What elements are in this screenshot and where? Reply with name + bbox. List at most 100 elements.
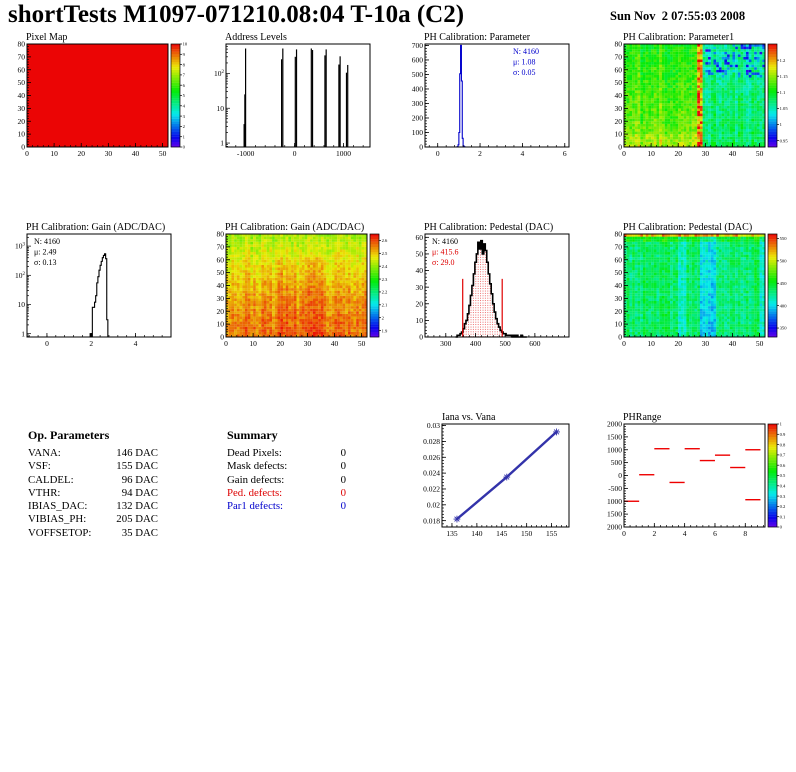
svg-text:2.4: 2.4: [382, 264, 388, 269]
plot-title: PH Calibration: Gain (ADC/DAC): [26, 222, 166, 233]
svg-text:500: 500: [412, 70, 424, 79]
timestamp: Sun Nov 2 07:55:03 2008: [610, 9, 746, 23]
svg-text:1000: 1000: [336, 149, 351, 158]
ph-calibration-pedestal-map-plot: PH Calibration: Pedestal (DAC) 0 10 20 30 40…: [597, 218, 796, 368]
svg-text:30: 30: [217, 294, 225, 303]
svg-text:1: 1: [21, 329, 25, 338]
op-parameter-row: CALDEL: 96 DAC: [28, 474, 158, 487]
svg-text:80: 80: [615, 40, 623, 49]
op-parameter-row-value: 146 DAC: [116, 447, 158, 459]
svg-text:0: 0: [293, 149, 297, 158]
summary-heading: Summary: [227, 428, 278, 442]
pixel-map-canvas: 0 10 20 30 40 50 0 10 20 30 40 50 60 70 80 0 1 2 3 4 5 6 7 8 9 10: [18, 40, 188, 158]
svg-text:0: 0: [419, 333, 423, 342]
svg-text:20: 20: [276, 339, 284, 348]
plot-title: PH Calibration: Parameter1: [623, 32, 735, 43]
op-parameters-heading: Op. Parameters: [28, 428, 110, 442]
svg-text:20: 20: [615, 117, 623, 126]
svg-text:1.2: 1.2: [780, 58, 786, 63]
ph-calibration-parameter-plot: PH Calibration: Parameter 0 2 4 6 0 100 200 300…: [398, 28, 597, 178]
svg-text:0: 0: [224, 339, 228, 348]
svg-text:80: 80: [18, 40, 26, 49]
svg-text:0: 0: [622, 149, 626, 158]
ph-calibration-gain-histogram-canvas: 0 2 4 1 10 102 103 N: 4160 μ: 2.49σ: 0.13: [15, 233, 172, 348]
svg-text:103: 103: [15, 242, 26, 251]
summary-row: Dead Pixels: 0: [227, 447, 346, 460]
svg-text:40: 40: [729, 149, 737, 158]
ph-calibration-parameter1-map-plot: PH Calibration: Parameter1 0 10 20 30 40 50 0 1…: [597, 28, 796, 178]
svg-text:2.1: 2.1: [382, 303, 388, 308]
svg-text:0: 0: [21, 143, 25, 152]
summary-row-value: 0: [340, 447, 346, 459]
op-parameters-block: Op. Parameters VANA: 146 DAC VSF: 155 DAC CA…: [28, 428, 158, 540]
svg-text:30: 30: [416, 283, 424, 292]
svg-text:0: 0: [183, 145, 186, 150]
svg-text:0: 0: [45, 339, 49, 348]
svg-text:700: 700: [412, 41, 424, 50]
summary-row-value: 0: [340, 460, 346, 473]
svg-text:10: 10: [217, 104, 225, 113]
svg-text:10: 10: [217, 320, 225, 329]
svg-text:50: 50: [18, 78, 26, 87]
summary-block: Summary Dead Pixels: 0 Mask defects: 0 Gain …: [227, 428, 346, 513]
svg-text:2: 2: [89, 339, 93, 348]
svg-text:μ: 2.49: μ: 2.49: [34, 248, 57, 257]
ph-calibration-gain-map-plot: PH Calibration: Gain (ADC/DAC) 0 10 20 30 40…: [199, 218, 398, 368]
ph-calibration-pedestal-map-canvas: 0 10 20 30 40 5001020304050607080550500450400…: [615, 230, 788, 348]
op-parameter-row: IBIAS_DAC: 132 DAC: [28, 500, 158, 513]
op-parameters-rows: VANA: 146 DAC VSF: 155 DAC CALDEL: 96 DAC VTHR…: [28, 447, 158, 540]
summary-row: Mask defects: 0: [227, 460, 346, 473]
svg-text:30: 30: [615, 104, 623, 113]
svg-text:50: 50: [217, 268, 225, 277]
svg-text:3: 3: [183, 114, 186, 119]
plot-title: PH Calibration: Pedestal (DAC): [623, 222, 753, 233]
op-parameter-row-value: 35 DAC: [121, 526, 158, 539]
op-parameter-row-value: 96 DAC: [121, 473, 158, 486]
svg-text:2: 2: [183, 124, 186, 129]
svg-text:40: 40: [18, 91, 26, 100]
svg-text:10: 10: [50, 149, 58, 158]
summary-row-label: Dead Pixels:: [227, 447, 282, 459]
svg-text:60: 60: [615, 65, 623, 74]
svg-text:0: 0: [618, 143, 622, 152]
summary-row: Ped. defects: 0: [227, 487, 346, 500]
svg-text:0: 0: [436, 149, 440, 158]
svg-text:2.6: 2.6: [382, 238, 388, 243]
svg-text:70: 70: [217, 242, 225, 251]
svg-text:500: 500: [500, 339, 512, 348]
summary-row-label: Mask defects:: [227, 460, 288, 473]
page-title: shortTests M1097-071210.08:04 T-10a (C2): [8, 1, 465, 28]
svg-text:30: 30: [702, 149, 710, 158]
op-parameter-row-label: VTHR:: [28, 486, 61, 499]
ph-calibration-gain-map-canvas: 0 10 20 30 40 50 0 10 20 30 40 50 60 70 80 2.6 2.5 2.4 2.3…: [217, 230, 389, 348]
plot-title: Pixel Map: [26, 32, 68, 43]
svg-text:1.1: 1.1: [780, 90, 786, 95]
ph-calibration-pedestal-histogram-canvas: 300 400 500 600 0 10 20 30 40 50 60 N: 4160 μ: 415.6…: [416, 233, 570, 348]
svg-text:0: 0: [220, 333, 224, 342]
svg-text:40: 40: [331, 339, 339, 348]
svg-text:8: 8: [183, 62, 186, 67]
svg-text:2: 2: [382, 315, 385, 320]
svg-text:100: 100: [412, 128, 424, 137]
op-parameter-row-value: 94 DAC: [121, 486, 158, 499]
svg-text:400: 400: [412, 85, 424, 94]
summary-row-value: 0: [340, 473, 346, 486]
svg-text:20: 20: [217, 307, 225, 316]
svg-text:6: 6: [563, 149, 567, 158]
svg-text:102: 102: [214, 69, 225, 78]
svg-text:80: 80: [217, 230, 225, 239]
svg-text:2: 2: [478, 149, 482, 158]
svg-text:4: 4: [521, 149, 525, 158]
svg-text:50: 50: [159, 149, 167, 158]
svg-text:9: 9: [183, 52, 186, 57]
svg-text:40: 40: [416, 266, 424, 275]
summary-row-value: 0: [340, 486, 346, 499]
svg-text:10: 10: [615, 130, 623, 139]
svg-text:6: 6: [183, 83, 186, 88]
svg-text:60: 60: [416, 233, 424, 242]
svg-text:20: 20: [77, 149, 85, 158]
ph-range-plot: PHRange 0 2 4 6 8 2000 1500 1000 500 0 -500 1000 150…: [597, 408, 796, 558]
svg-text:300: 300: [440, 339, 452, 348]
op-parameter-row-label: IBIAS_DAC:: [28, 500, 88, 513]
op-parameter-row-label: VANA:: [28, 447, 61, 459]
